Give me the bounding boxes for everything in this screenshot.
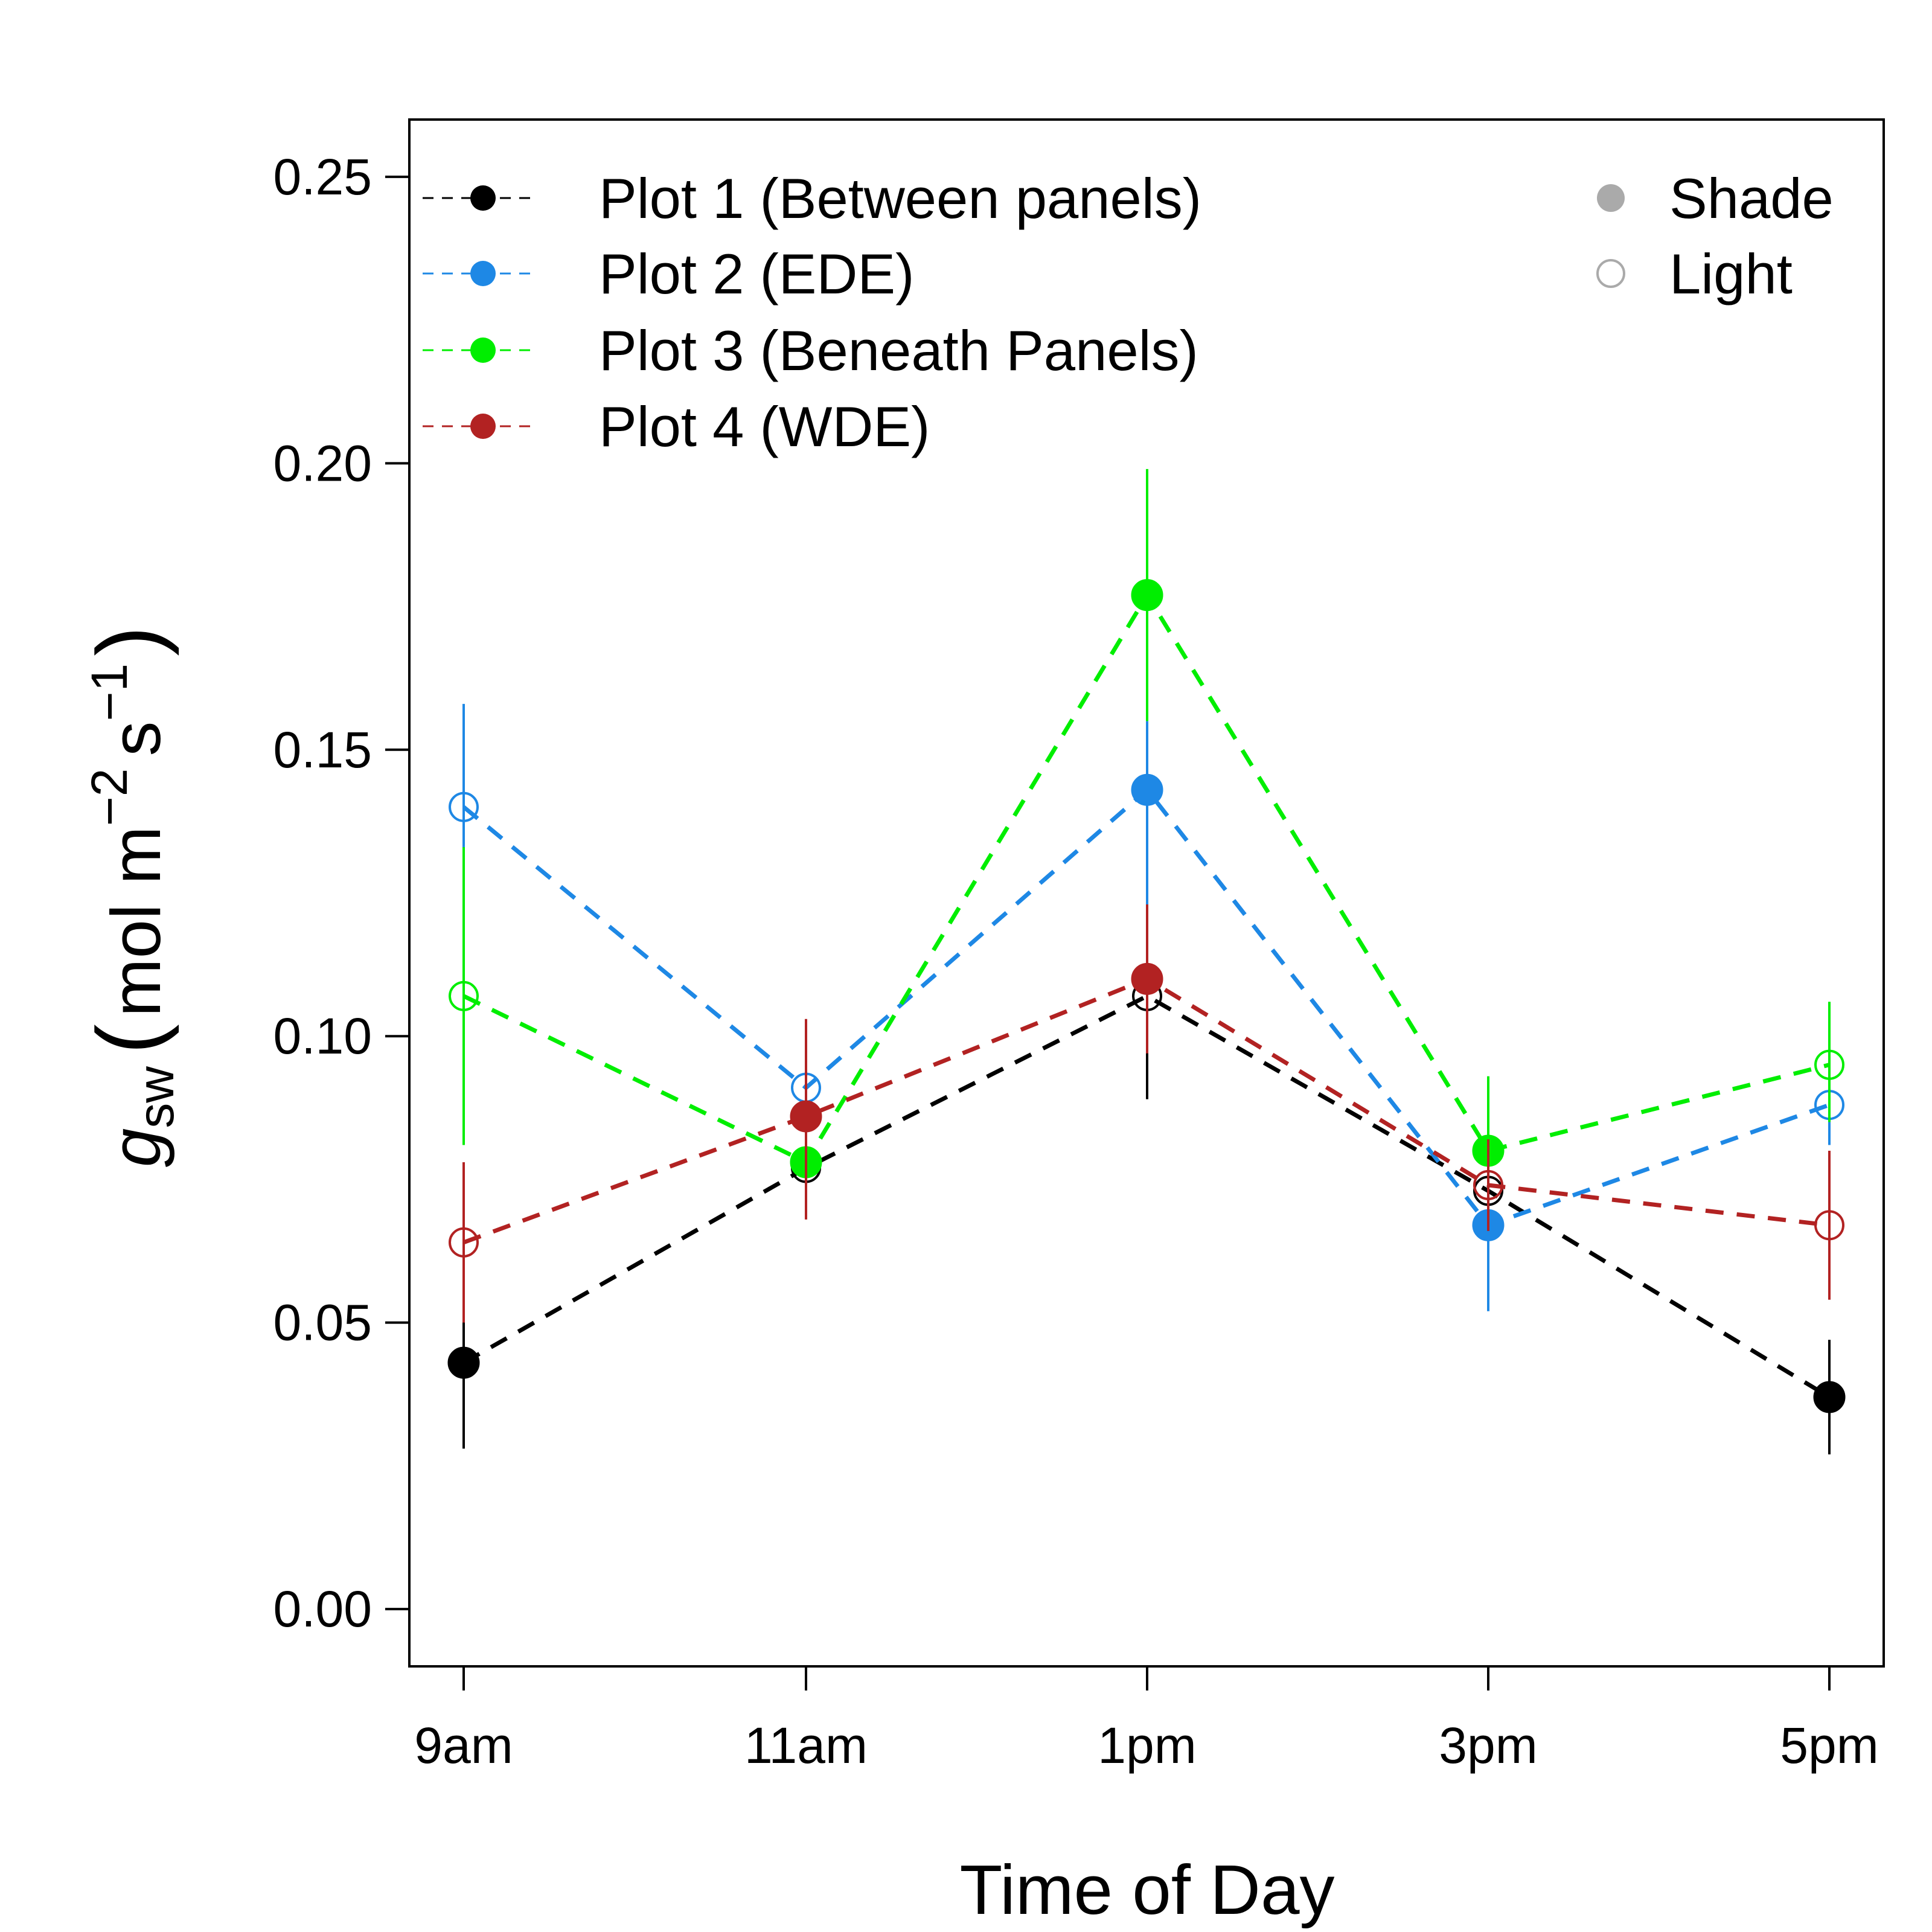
y-tick-label-0: 0.00 (273, 1581, 373, 1637)
legend-marker-3 (470, 337, 496, 363)
y-axis-title: gsw(mol m−2s−1) (78, 626, 184, 1167)
x-axis-title: Time of Day (960, 1850, 1335, 1929)
data-point (1473, 1169, 1503, 1200)
plot-area (447, 469, 1846, 1454)
data-point (447, 1346, 480, 1379)
y-tick-label-2: 0.10 (273, 1008, 373, 1064)
y-tick-label-5: 0.25 (273, 149, 373, 205)
legend-label-3: Plot 3 (Beneath Panels) (599, 319, 1198, 382)
y-axis-exp2: −1 (81, 664, 138, 721)
data-point (449, 1227, 479, 1258)
y-axis-unit-mid: s (97, 721, 175, 756)
legend-marker-1 (470, 185, 496, 211)
svg-text:gsw(mol m−2s−1): gsw(mol m−2s−1) (78, 626, 184, 1167)
series-3 (449, 469, 1844, 1220)
data-point (1131, 962, 1163, 995)
legend-label-4: Plot 4 (WDE) (599, 395, 930, 458)
legend-shape-label-light: Light (1669, 242, 1793, 305)
y-tick-label-4: 0.20 (273, 435, 373, 491)
y-tick-label-3: 0.15 (273, 721, 373, 778)
legend-shape-shade (1597, 184, 1625, 212)
y-axis-exp1: −2 (81, 769, 138, 827)
x-tick-label-1: 11am (744, 1717, 868, 1774)
data-point (449, 792, 479, 822)
legend-label-2: Plot 2 (EDE) (599, 242, 914, 305)
y-axis-symbol: g (97, 1128, 175, 1168)
series-line (462, 993, 1831, 1399)
series-4 (449, 904, 1844, 1323)
legend-shape-label-shade: Shade (1669, 167, 1834, 230)
data-point (1131, 773, 1163, 806)
legend-marker-4 (470, 414, 496, 439)
x-tick-label-0: 9am (414, 1717, 513, 1774)
legend-label-1: Plot 1 (Between panels) (599, 167, 1201, 230)
data-point (1813, 1381, 1846, 1413)
x-tick-label-4: 5pm (1780, 1717, 1878, 1774)
y-axis-unit-prefix: mol m (97, 826, 175, 1017)
data-point (1814, 1049, 1844, 1080)
y-tick-label-1: 0.05 (273, 1294, 373, 1351)
legend-shape-light (1596, 259, 1625, 288)
data-point (1814, 1210, 1844, 1241)
legend-marker-2 (470, 261, 496, 286)
x-tick-label-2: 1pm (1098, 1717, 1196, 1774)
data-point (1131, 579, 1163, 612)
data-point (790, 1100, 822, 1133)
axes: 0.00 0.05 0.10 0.15 0.20 0.25 9am 11am 1pm 3pm 5pm (273, 118, 1885, 1774)
y-axis-subscript: sw (127, 1066, 184, 1128)
x-tick-label-3: 3pm (1439, 1717, 1537, 1774)
legend: Plot 1 (Between panels) Plot 2 (EDE) Plot … (423, 167, 1834, 458)
data-point (449, 980, 479, 1011)
